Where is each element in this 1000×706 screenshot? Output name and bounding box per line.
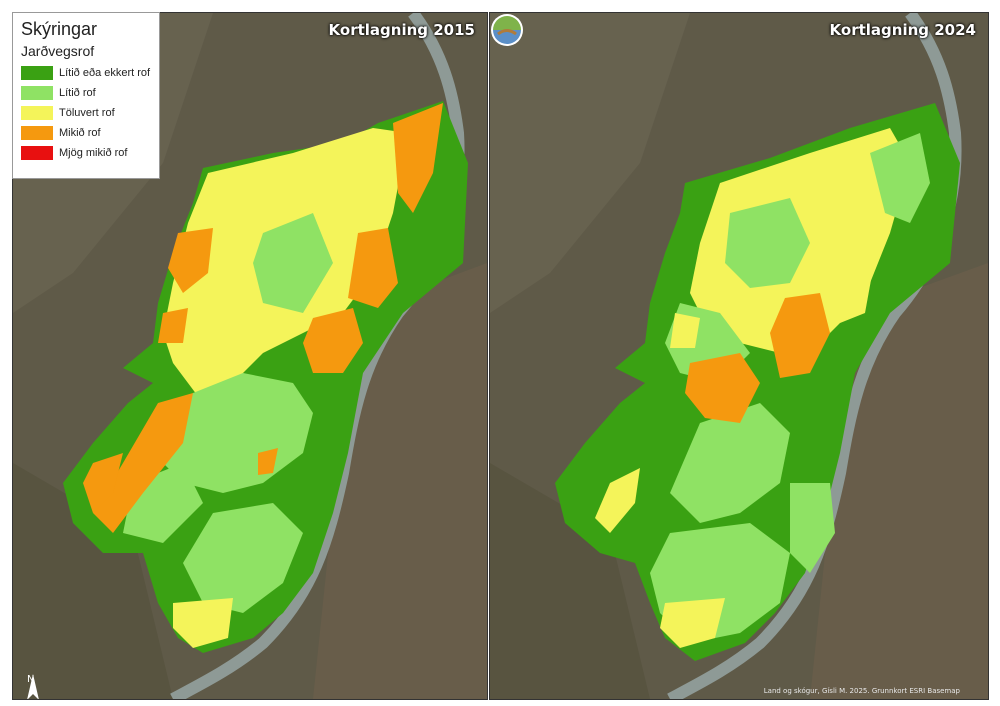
zone-severe-erosion [393, 103, 443, 213]
zone-considerable-erosion [840, 258, 875, 323]
map-title-2015: Kortlagning 2015 [328, 21, 475, 39]
legend-item-little-erosion: Lítið rof [21, 83, 151, 103]
legend-swatch [21, 66, 53, 80]
map-panel-2024[interactable]: Kortlagning 2024 Land og skógur, Gísli M… [489, 12, 989, 700]
legend-title: Skýringar [21, 19, 98, 39]
map-credit: Land og skógur, Gísli M. 2025. Grunnkort… [763, 687, 960, 695]
zone-severe-erosion [168, 228, 213, 293]
map-2024-canvas [490, 13, 988, 699]
river [170, 13, 465, 699]
zone-severe-erosion [258, 448, 278, 475]
legend-label: Mjög mikið rof [59, 147, 128, 159]
organization-logo-icon [491, 14, 523, 46]
zone-considerable-erosion [595, 468, 640, 533]
zone-severe-erosion [303, 308, 363, 373]
north-arrow-icon: N [27, 674, 39, 699]
map-2015-canvas [13, 13, 487, 699]
legend-label: Töluvert rof [59, 107, 115, 119]
legend-swatch [21, 86, 53, 100]
zone-considerable-erosion [173, 598, 233, 648]
legend-subtitle: Jarðvegsrof [21, 43, 95, 59]
legend-swatch [21, 146, 53, 160]
zone-severe-erosion [770, 293, 830, 378]
zone-little-erosion [253, 213, 333, 313]
zone-little-erosion [870, 133, 930, 223]
zone-severe-erosion [348, 228, 398, 308]
zone-severe-erosion [83, 453, 123, 513]
legend-swatch [21, 126, 53, 140]
legend-item-considerable-erosion: Töluvert rof [21, 103, 151, 123]
legend-label: Mikið rof [59, 127, 101, 139]
legend-item-severe-erosion: Mikið rof [21, 123, 151, 143]
legend-item-little-or-no-erosion: Lítið eða ekkert rof [21, 63, 151, 83]
zone-little-erosion [670, 403, 790, 523]
terrain-patch [490, 463, 650, 699]
zone-severe-erosion [685, 353, 760, 423]
map-title-2024: Kortlagning 2024 [829, 21, 976, 39]
zone-considerable-erosion [670, 313, 700, 348]
river [667, 13, 962, 699]
zone-little-erosion [183, 503, 303, 613]
zone-severe-erosion [158, 308, 188, 343]
map-panel-2015[interactable]: Kortlagning 2015 N [12, 12, 488, 700]
legend-label: Lítið eða ekkert rof [59, 67, 151, 79]
zone-considerable-erosion [660, 598, 725, 648]
zone-severe-erosion [93, 393, 193, 533]
zone-little-erosion [725, 198, 810, 288]
legend-swatch [21, 106, 53, 120]
terrain-patch [13, 463, 173, 699]
terrain-patch [490, 13, 690, 313]
north-arrow-label: N [27, 674, 35, 685]
legend-label: Lítið rof [59, 87, 96, 99]
north-arrow-glyph [27, 674, 39, 699]
legend-item-very-severe-erosion: Mjög mikið rof [21, 143, 151, 163]
legend: Skýringar Jarðvegsrof Lítið eða ekkert r… [12, 12, 160, 179]
zone-little-erosion [790, 483, 835, 573]
